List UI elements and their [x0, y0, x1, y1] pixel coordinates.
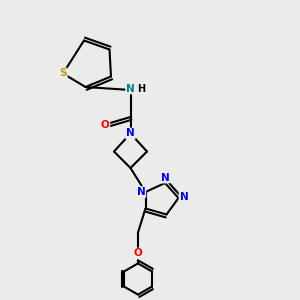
Text: S: S [59, 68, 67, 79]
Text: N: N [160, 172, 169, 183]
Text: N: N [179, 191, 188, 202]
Text: H: H [137, 83, 145, 94]
Text: N: N [136, 187, 146, 197]
Text: O: O [134, 248, 142, 259]
Text: N: N [126, 83, 135, 94]
Text: O: O [100, 119, 109, 130]
Text: N: N [126, 128, 135, 139]
